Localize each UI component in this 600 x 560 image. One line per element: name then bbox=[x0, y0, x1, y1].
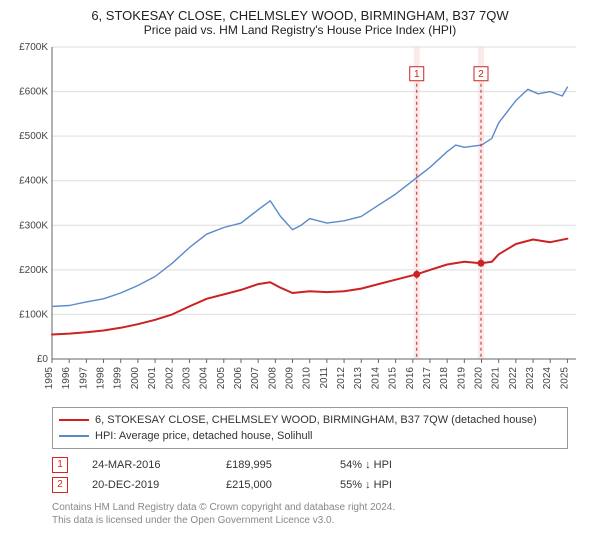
x-tick-label: 2016 bbox=[405, 367, 416, 390]
y-tick-label: £400K bbox=[19, 176, 48, 187]
sale-row-badge: 2 bbox=[52, 477, 68, 493]
x-tick-label: 2006 bbox=[233, 367, 244, 390]
x-tick-label: 2008 bbox=[267, 367, 278, 390]
x-tick-label: 1996 bbox=[61, 367, 72, 390]
plot-area: £0 £100K £200K £300K £400K £500K £600K £700K 199… bbox=[8, 41, 592, 401]
sale-markers-table: 1 24-MAR-2016 £189,995 54% ↓ HPI 2 20-DEC-201… bbox=[52, 455, 568, 495]
chart-title-address: 6, STOKESAY CLOSE, CHELMSLEY WOOD, BIRMI… bbox=[8, 8, 592, 23]
x-tick-label: 2022 bbox=[508, 367, 519, 390]
sale-hpi-delta: 54% ↓ HPI bbox=[340, 459, 430, 471]
sale-date: 20-DEC-2019 bbox=[92, 479, 202, 491]
y-tick-label: £0 bbox=[37, 354, 49, 365]
x-tick-label: 2000 bbox=[130, 367, 141, 390]
sale-point bbox=[477, 260, 484, 267]
plot-svg: £0 £100K £200K £300K £400K £500K £600K £700K 199… bbox=[8, 41, 592, 401]
x-tick-label: 2004 bbox=[199, 367, 210, 390]
x-tick-label: 2020 bbox=[474, 367, 485, 390]
legend-row: 6, STOKESAY CLOSE, CHELMSLEY WOOD, BIRMI… bbox=[59, 412, 561, 428]
x-tick-label: 2021 bbox=[491, 367, 502, 390]
x-tick-label: 1995 bbox=[44, 367, 55, 390]
x-tick-label: 2013 bbox=[353, 367, 364, 390]
sale-row: 1 24-MAR-2016 £189,995 54% ↓ HPI bbox=[52, 455, 568, 475]
sale-row: 2 20-DEC-2019 £215,000 55% ↓ HPI bbox=[52, 475, 568, 495]
x-tick-label: 2001 bbox=[147, 367, 158, 390]
sale-row-badge: 1 bbox=[52, 457, 68, 473]
x-tick-label: 2003 bbox=[181, 367, 192, 390]
x-tick-label: 2002 bbox=[164, 367, 175, 390]
x-tick-label: 2012 bbox=[336, 367, 347, 390]
sale-point bbox=[413, 271, 420, 278]
legend-swatch bbox=[59, 435, 89, 437]
x-tick-label: 2015 bbox=[388, 367, 399, 390]
x-tick-label: 2010 bbox=[302, 367, 313, 390]
sale-price: £189,995 bbox=[226, 459, 316, 471]
legend-label: HPI: Average price, detached house, Soli… bbox=[95, 430, 313, 442]
y-tick-label: £700K bbox=[19, 42, 48, 53]
chart-subtitle: Price paid vs. HM Land Registry's House … bbox=[8, 23, 592, 37]
sale-date: 24-MAR-2016 bbox=[92, 459, 202, 471]
x-tick-label: 2024 bbox=[542, 367, 553, 390]
legend-label: 6, STOKESAY CLOSE, CHELMSLEY WOOD, BIRMI… bbox=[95, 414, 537, 426]
chart-container: 6, STOKESAY CLOSE, CHELMSLEY WOOD, BIRMI… bbox=[0, 0, 600, 535]
y-tick-label: £100K bbox=[19, 309, 48, 320]
x-tick-label: 2019 bbox=[456, 367, 467, 390]
x-tick-label: 2005 bbox=[216, 367, 227, 390]
x-tick-label: 2014 bbox=[370, 367, 381, 390]
data-source-footer: Contains HM Land Registry data © Crown c… bbox=[52, 501, 568, 527]
sale-price: £215,000 bbox=[226, 479, 316, 491]
x-tick-label: 2018 bbox=[439, 367, 450, 390]
footer-line-2: This data is licensed under the Open Gov… bbox=[52, 514, 568, 527]
x-tick-label: 2017 bbox=[422, 367, 433, 390]
x-tick-label: 2007 bbox=[250, 367, 261, 390]
series-hpi bbox=[52, 87, 567, 306]
x-tick-label: 2025 bbox=[559, 367, 570, 390]
y-tick-label: £300K bbox=[19, 220, 48, 231]
x-tick-label: 1997 bbox=[78, 367, 89, 390]
legend-row: HPI: Average price, detached house, Soli… bbox=[59, 428, 561, 444]
legend: 6, STOKESAY CLOSE, CHELMSLEY WOOD, BIRMI… bbox=[52, 407, 568, 449]
x-tick-label: 2023 bbox=[525, 367, 536, 390]
x-tick-label: 2009 bbox=[285, 367, 296, 390]
y-tick-label: £600K bbox=[19, 87, 48, 98]
sale-marker-number: 1 bbox=[414, 69, 420, 80]
footer-line-1: Contains HM Land Registry data © Crown c… bbox=[52, 501, 568, 514]
sale-hpi-delta: 55% ↓ HPI bbox=[340, 479, 430, 491]
x-tick-label: 1999 bbox=[113, 367, 124, 390]
sale-marker-number: 2 bbox=[478, 69, 484, 80]
x-tick-label: 2011 bbox=[319, 367, 330, 389]
y-tick-label: £500K bbox=[19, 131, 48, 142]
legend-swatch bbox=[59, 419, 89, 421]
series-price_paid bbox=[52, 239, 567, 335]
x-tick-label: 1998 bbox=[96, 367, 107, 390]
y-tick-label: £200K bbox=[19, 265, 48, 276]
